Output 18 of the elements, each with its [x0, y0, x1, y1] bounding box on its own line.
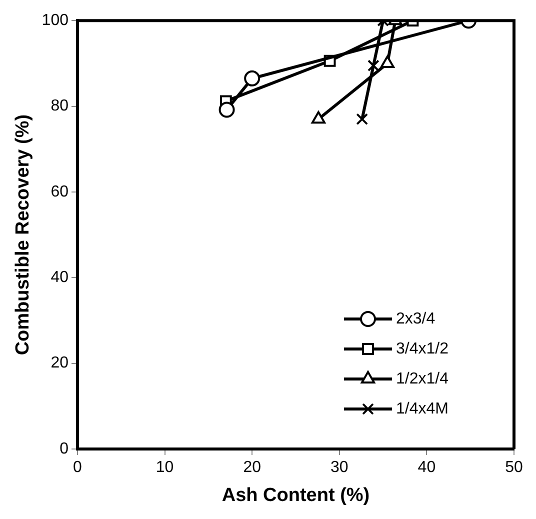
legend-label: 3/4x1/2 — [396, 340, 449, 358]
x-axis-title: Ash Content (%) — [222, 484, 370, 506]
y-tick-label: 60 — [50, 183, 69, 200]
x-tick-label: 20 — [243, 459, 262, 476]
y-tick-label: 20 — [50, 354, 69, 372]
x-tick-label: 30 — [330, 459, 348, 476]
x-tick-label: 40 — [418, 459, 436, 476]
legend-label: 2x3/4 — [396, 310, 436, 328]
y-tick-label: 80 — [50, 98, 69, 115]
x-tick-label: 10 — [156, 459, 174, 476]
legend-label: 1/4x4M — [396, 400, 448, 418]
y-tick-label: 0 — [60, 440, 69, 458]
y-tick-label: 100 — [42, 12, 69, 30]
y-tick-label: 40 — [50, 269, 69, 286]
y-axis-title: Combustible Recovery (%) — [12, 114, 34, 356]
x-tick-label: 50 — [505, 459, 523, 476]
legend-label: 1/2x1/4 — [396, 370, 449, 388]
x-tick-label: 0 — [73, 459, 82, 476]
